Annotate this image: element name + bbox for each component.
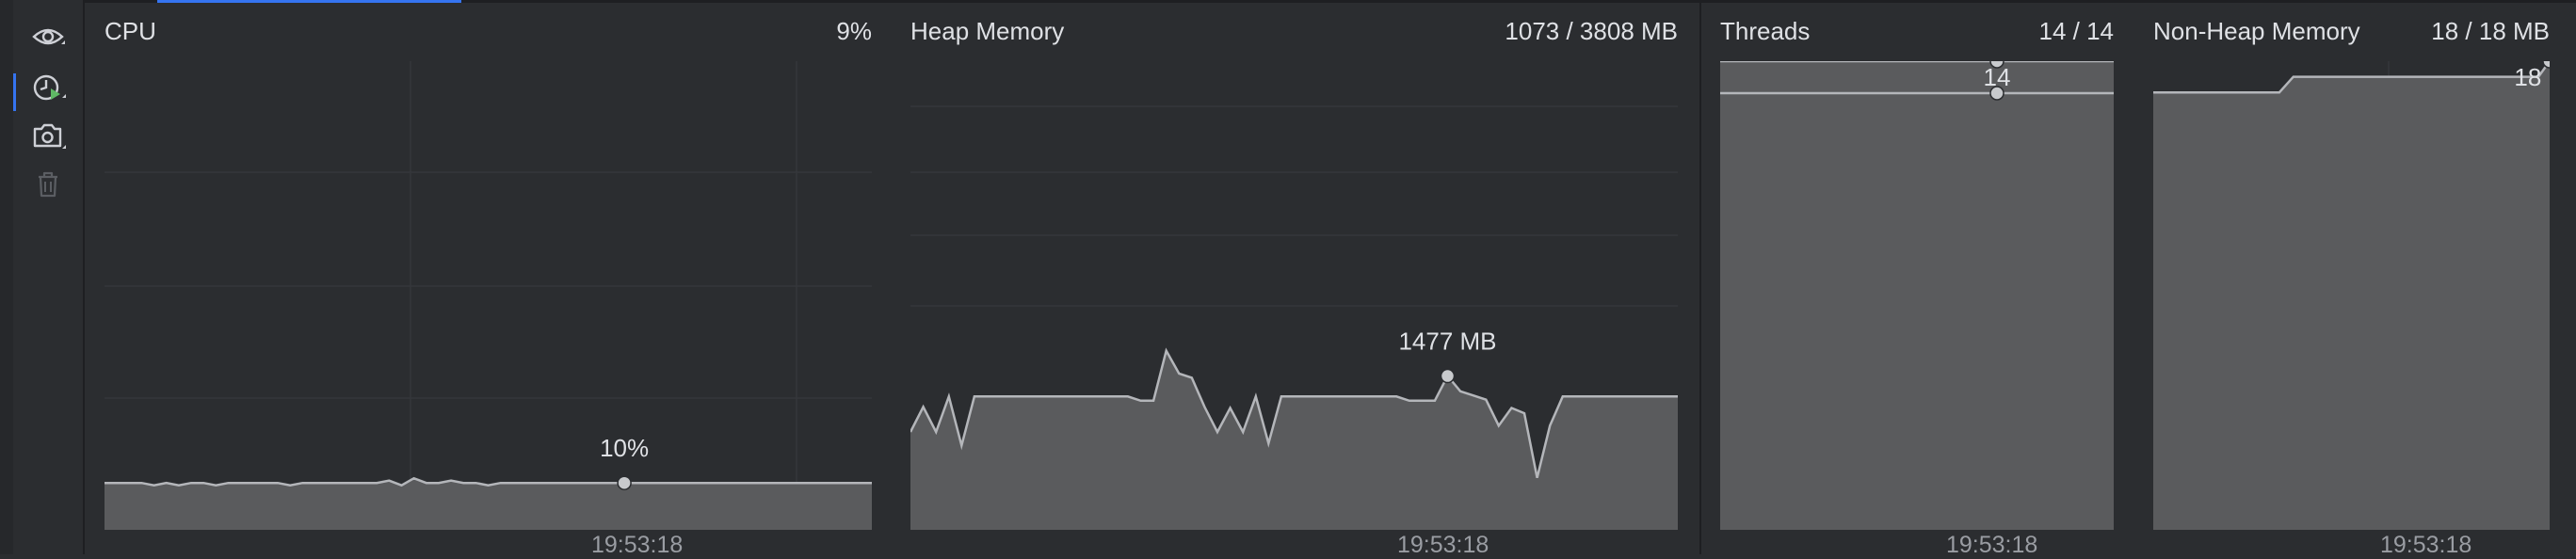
heap-title: Heap Memory	[910, 17, 1065, 45]
nonheap-area	[2153, 61, 2550, 530]
cpu-marker	[617, 475, 632, 490]
nonheap-line	[2153, 61, 2550, 94]
nonheap-chart: 18 MB	[2153, 61, 2550, 530]
delete-button[interactable]	[26, 164, 70, 207]
nonheap-marker	[2542, 61, 2550, 69]
left-gutter	[0, 0, 14, 554]
threads-inner-marker	[1989, 86, 2004, 101]
cpu-title: CPU	[105, 17, 156, 45]
threads-marker-label: 14	[1984, 63, 2011, 91]
threads-marker	[1989, 61, 2004, 69]
threads-chart: 14	[1720, 61, 2114, 530]
nonheap-time-label: 19:53:18	[2380, 532, 2472, 558]
monitor-toolbar	[13, 0, 85, 554]
eye-icon	[32, 28, 65, 45]
heap-area	[910, 350, 1678, 530]
cpu-plot-area	[105, 61, 872, 530]
threads-area	[1720, 61, 2114, 530]
heap-chart: 1477 MB	[910, 105, 1678, 530]
cpu-line	[105, 476, 872, 487]
trash-icon	[39, 171, 57, 198]
clock-play-icon	[33, 74, 66, 101]
top-border	[0, 0, 2576, 3]
selected-tool-indicator	[13, 73, 16, 111]
heap-value: 1073 / 3808 MB	[1505, 17, 1678, 45]
nonheap-title: Non-Heap Memory	[2153, 17, 2360, 45]
camera-icon	[33, 123, 66, 149]
nonheap-marker-label: 18 MB	[2514, 63, 2550, 91]
heap-time-label: 19:53:18	[1397, 532, 1489, 558]
cpu-time-label: 19:53:18	[591, 532, 684, 558]
threads-title: Threads	[1720, 17, 1811, 45]
panel-separator	[1699, 0, 1701, 554]
heap-marker-label: 1477 MB	[1398, 327, 1496, 356]
cpu-value: 9%	[836, 17, 872, 45]
active-tab-indicator	[157, 0, 461, 3]
monitor-button[interactable]	[26, 66, 70, 109]
heap-line	[910, 347, 1678, 478]
heap-marker	[1440, 368, 1456, 384]
nonheap-value: 18 / 18 MB	[2431, 17, 2550, 45]
snapshot-button[interactable]	[26, 115, 70, 158]
cpu-marker-label: 10%	[600, 434, 649, 462]
visibility-button[interactable]	[26, 16, 70, 59]
threads-time-label: 19:53:18	[1946, 532, 2038, 558]
cpu-area	[105, 478, 872, 530]
cpu-chart: 10%	[105, 61, 872, 530]
threads-value: 14 / 14	[2038, 17, 2114, 45]
